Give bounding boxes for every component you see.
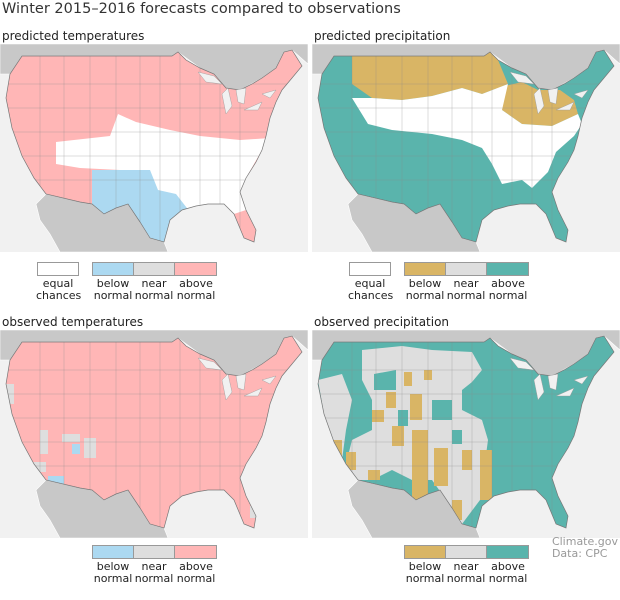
legend-predicted-precipitation: equal chances below normal near normal abov…: [332, 262, 552, 302]
map-svg: [0, 43, 309, 253]
swatch-above-normal: [486, 262, 529, 276]
great-lakes: [509, 357, 589, 401]
great-lakes: [197, 71, 277, 115]
legend-observed-precipitation: below normal near normal above normal: [332, 545, 552, 585]
label-below-normal: below normal: [93, 277, 133, 302]
swatch-equal-chances: [37, 262, 79, 276]
us-outline: [317, 49, 615, 243]
credit-source: Climate.gov: [551, 535, 618, 548]
swatch-near-normal: [445, 545, 487, 559]
region-below-temp: [92, 170, 190, 242]
great-lakes: [509, 71, 589, 115]
swatch-above-normal: [174, 545, 217, 559]
label-below-normal: below normal: [405, 277, 445, 302]
map-predicted-precipitation: [311, 43, 620, 253]
swatch-near-normal: [133, 545, 175, 559]
label-near-normal: near normal: [446, 277, 486, 302]
swatch-equal-chances: [349, 262, 391, 276]
region-equal-chances: [56, 114, 270, 220]
map-svg: [311, 43, 620, 253]
label-above-normal: above normal: [176, 277, 216, 302]
great-lakes: [197, 357, 277, 401]
us-outline: [5, 335, 303, 529]
us-outline: [317, 335, 615, 529]
region-equal-chances: [352, 84, 582, 188]
label-below-normal: below normal: [405, 560, 445, 585]
swatch-above-normal: [174, 262, 217, 276]
map-observed-precipitation: [311, 329, 620, 539]
label-above-normal: above normal: [176, 560, 216, 585]
credit: Climate.gov Data: CPC: [552, 536, 618, 560]
state-borders: [6, 50, 302, 242]
legend-observed-temperatures: below normal near normal above normal: [20, 545, 240, 585]
map-predicted-temperatures: [0, 43, 309, 253]
panel-title-predicted-precipitation: predicted precipitation: [314, 29, 451, 43]
state-borders: [318, 50, 614, 242]
panel-title-observed-precipitation: observed precipitation: [314, 315, 450, 329]
region-above-precip: [374, 370, 462, 444]
label-near-normal: near normal: [446, 560, 486, 585]
region-below-precip: [328, 370, 492, 520]
map-svg: [0, 329, 309, 539]
map-observed-temperatures: [0, 329, 309, 539]
swatch-near-normal: [133, 262, 175, 276]
map-svg: [311, 329, 620, 539]
state-borders: [6, 336, 302, 528]
panel-title-observed-temperatures: observed temperatures: [2, 315, 144, 329]
panel-title-predicted-temperatures: predicted temperatures: [2, 29, 145, 43]
label-near-normal: near normal: [134, 560, 174, 585]
swatch-below-normal: [404, 262, 446, 276]
main-title: Winter 2015–2016 forecasts compared to o…: [2, 1, 401, 17]
state-borders: [318, 336, 614, 528]
label-equal-chances: equal chances: [348, 277, 394, 302]
swatch-below-normal: [92, 262, 134, 276]
region-below-precip: [352, 52, 578, 126]
label-below-normal: below normal: [93, 560, 133, 585]
swatch-above-normal: [486, 545, 529, 559]
swatch-below-normal: [92, 545, 134, 559]
label-near-normal: near normal: [134, 277, 174, 302]
label-equal-chances: equal chances: [36, 277, 82, 302]
swatch-below-normal: [404, 545, 446, 559]
us-outline: [5, 49, 303, 243]
legend-predicted-temperatures: equal chances below normal near normal abov…: [20, 262, 240, 302]
label-above-normal: above normal: [488, 560, 528, 585]
swatch-near-normal: [445, 262, 487, 276]
credit-data: Data: CPC: [551, 547, 608, 560]
label-above-normal: above normal: [488, 277, 528, 302]
